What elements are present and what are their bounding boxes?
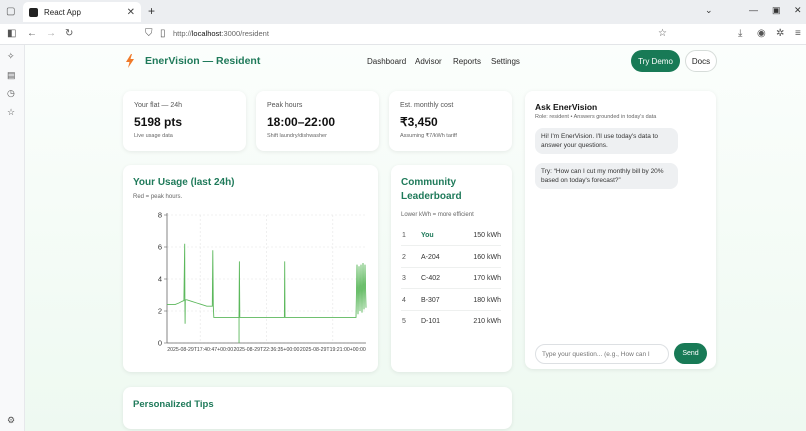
chat-message: Hi! I'm EnerVision. I'll use today's dat…: [535, 128, 678, 154]
stat-card-flat: Your flat — 24h 5198 pts Live usage data: [123, 91, 246, 151]
nav-reports[interactable]: Reports: [453, 57, 482, 66]
leaderboard-row: 4 B-307 180 kWh: [401, 290, 501, 311]
new-tab-button[interactable]: +: [148, 4, 156, 18]
stat-note: Assuming ₹7/kWh tariff: [400, 133, 457, 139]
leaderboard-row: 2 A-204 160 kWh: [401, 247, 501, 268]
tab-overview-icon[interactable]: ▢: [6, 6, 16, 17]
try-demo-button[interactable]: Try Demo: [631, 50, 680, 72]
send-button[interactable]: Send: [674, 343, 707, 364]
leaderboard-value: 160 kWh: [473, 254, 501, 261]
stat-note: Live usage data: [134, 133, 173, 139]
reload-icon[interactable]: ↻: [65, 28, 74, 39]
usage-subtitle: Red = peak hours.: [133, 194, 183, 200]
browser-sidebar: ✧ ▤ ◷ ☆ ⚙: [0, 45, 25, 431]
leaderboard-card: Community Leaderboard Lower kWh = more e…: [391, 165, 512, 372]
nav-dashboard[interactable]: Dashboard: [367, 57, 407, 66]
leaderboard-row: 1 You 150 kWh: [401, 225, 501, 246]
x-tick-label: 2025-08-29T17:40:47+00:00: [167, 347, 233, 353]
leaderboard-value: 150 kWh: [473, 232, 501, 239]
stat-label: Peak hours: [267, 102, 303, 109]
chat-title: Ask EnerVision: [535, 102, 598, 112]
page-info-icon[interactable]: ▯: [160, 28, 166, 39]
chat-card: Ask EnerVision Role: resident • Answers …: [525, 91, 716, 369]
leaderboard-rank: 3: [402, 275, 406, 282]
stat-card-cost: Est. monthly cost ₹3,450 Assuming ₹7/kWh…: [389, 91, 512, 151]
ai-chat-icon[interactable]: ✧: [7, 51, 15, 61]
usage-title: Your Usage (last 24h): [133, 177, 235, 188]
leaderboard-subtitle: Lower kWh = more efficient: [401, 212, 474, 218]
browser-tab-bar: ▢ React App ✕ + ⌄ — ▣ ✕: [0, 0, 806, 24]
usage-card: Your Usage (last 24h) Red = peak hours. …: [123, 165, 378, 372]
app-root: EnerVision — Resident Dashboard Advisor …: [25, 45, 806, 431]
tab-close-icon[interactable]: ✕: [126, 6, 135, 18]
back-icon[interactable]: ←: [27, 28, 37, 39]
leaderboard-name: B-307: [421, 297, 440, 304]
x-tick-label: 2025-08-29T19:21:00+00:00: [300, 347, 366, 353]
history-icon[interactable]: ◷: [7, 88, 15, 98]
extensions-icon[interactable]: ✲: [776, 28, 785, 39]
y-tick-label: 0: [158, 339, 162, 348]
bookmark-star-icon[interactable]: ☆: [658, 28, 667, 39]
leaderboard-value: 210 kWh: [473, 318, 501, 325]
downloads-icon[interactable]: ⤓: [738, 28, 743, 39]
stat-card-peak: Peak hours 18:00–22:00 Shift laundry/dis…: [256, 91, 379, 151]
restore-icon[interactable]: ▣: [772, 5, 781, 15]
leaderboard-value: 170 kWh: [473, 275, 501, 282]
tips-card: Personalized Tips: [123, 387, 512, 429]
leaderboard-rank: 5: [402, 318, 406, 325]
leaderboard-name: D-101: [421, 318, 441, 325]
settings-gear-icon[interactable]: ⚙: [7, 415, 16, 425]
chat-message: Try: “How can I cut my monthly bill by 2…: [535, 163, 678, 189]
leaderboard-rank: 2: [402, 254, 406, 261]
tips-title: Personalized Tips: [133, 399, 214, 410]
leaderboard-name: You: [421, 232, 434, 239]
stat-note: Shift laundry/dishwasher: [267, 133, 327, 139]
stat-value: 5198 pts: [134, 115, 183, 129]
leaderboard-title-line1: Community: [401, 177, 456, 188]
leaderboard-row: 3 C-402 170 kWh: [401, 268, 501, 289]
leaderboard-row: 5 D-101 210 kWh: [401, 311, 501, 332]
brand-name: EnerVision — Resident: [145, 55, 261, 67]
nav-advisor[interactable]: Advisor: [415, 57, 442, 66]
stat-value: ₹3,450: [400, 115, 438, 129]
leaderboard-title-line2: Leaderboard: [401, 191, 462, 202]
leaderboard-value: 180 kWh: [473, 297, 501, 304]
synced-tabs-icon[interactable]: ▤: [7, 70, 16, 80]
account-icon[interactable]: ◉: [757, 28, 766, 39]
leaderboard-rank: 4: [402, 297, 406, 304]
shield-icon[interactable]: ⛉: [145, 28, 153, 39]
brand[interactable]: EnerVision — Resident: [125, 54, 260, 68]
minimize-icon[interactable]: —: [749, 5, 758, 15]
browser-tab[interactable]: React App ✕: [23, 2, 141, 22]
leaderboard-rank: 1: [402, 232, 406, 239]
stat-label: Est. monthly cost: [400, 102, 454, 109]
list-tabs-icon[interactable]: ⌄: [705, 5, 713, 15]
stat-value: 18:00–22:00: [267, 115, 336, 129]
browser-nav-bar: ◧ ← → ↻ ⛉ ▯ http://localhost:3000/reside…: [0, 24, 806, 45]
y-tick-label: 8: [158, 211, 162, 220]
y-tick-label: 6: [158, 243, 162, 252]
url-bar[interactable]: http://localhost:3000/resident: [173, 29, 269, 38]
menu-icon[interactable]: ≡: [795, 28, 801, 39]
lightning-bolt-icon: [126, 54, 134, 68]
nav-settings[interactable]: Settings: [491, 57, 520, 66]
chat-subtitle: Role: resident • Answers grounded in tod…: [535, 114, 657, 120]
react-favicon-icon: [29, 7, 38, 17]
usage-series-line: [167, 243, 367, 324]
tab-title: React App: [44, 7, 81, 17]
forward-icon[interactable]: →: [46, 28, 56, 39]
docs-button[interactable]: Docs: [685, 50, 717, 72]
stat-label: Your flat — 24h: [134, 102, 182, 109]
chat-input[interactable]: [535, 344, 669, 364]
y-tick-label: 2: [158, 307, 162, 316]
leaderboard-name: C-402: [421, 275, 441, 282]
sidebar-toggle-icon[interactable]: ◧: [7, 28, 17, 39]
leaderboard-name: A-204: [421, 254, 440, 261]
x-tick-label: 2025-08-29T22:36:35+00:00: [234, 347, 300, 353]
bookmarks-icon[interactable]: ☆: [7, 107, 16, 117]
y-tick-label: 4: [158, 275, 162, 284]
close-window-icon[interactable]: ✕: [794, 5, 802, 15]
